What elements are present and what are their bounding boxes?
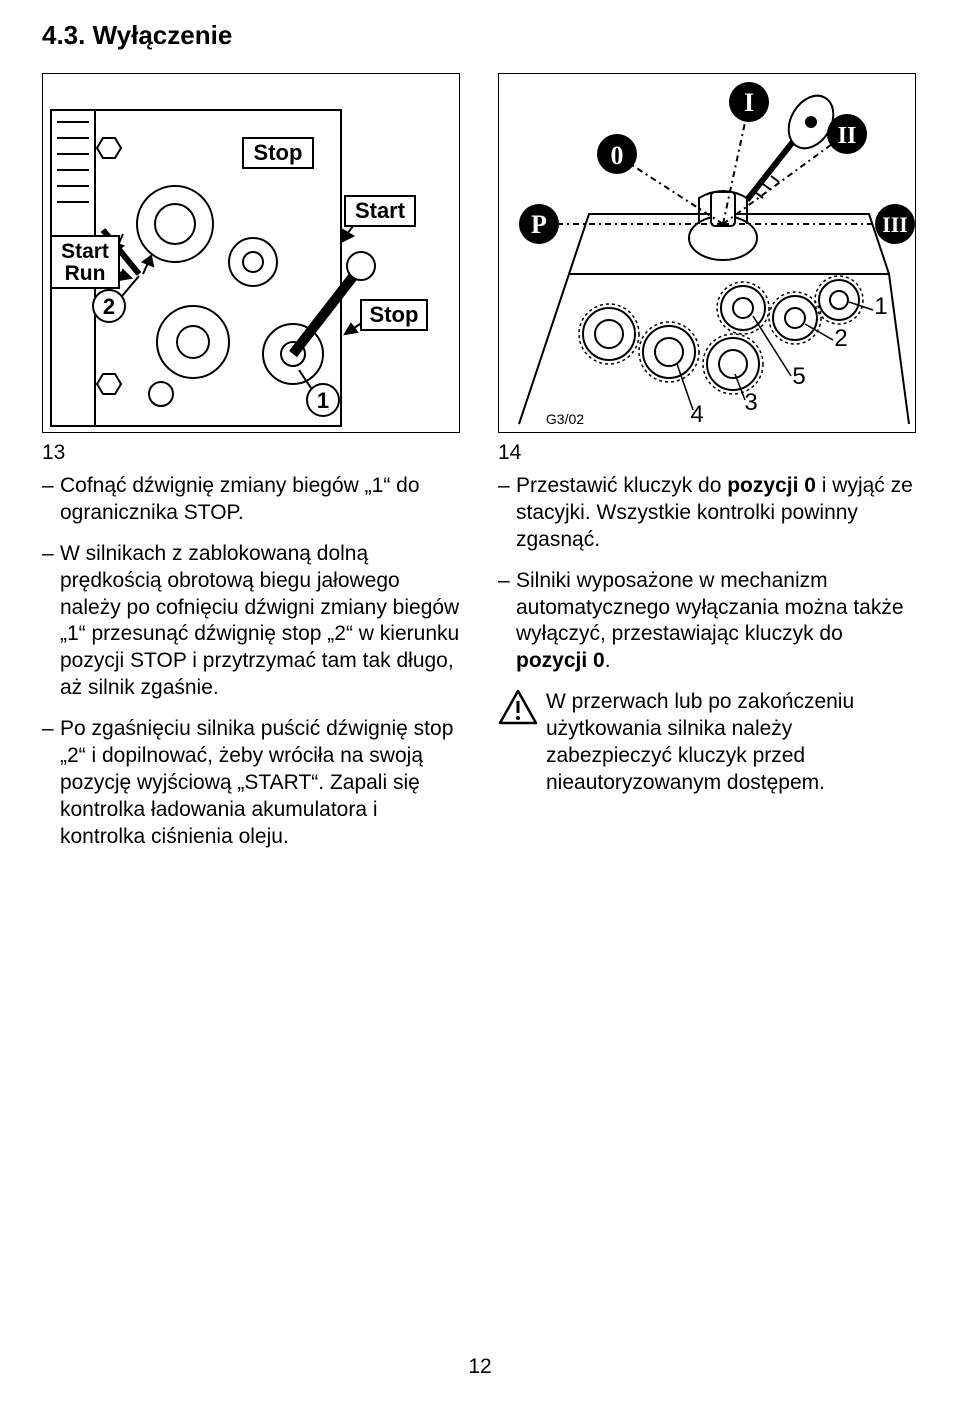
svg-text:2: 2 bbox=[103, 294, 115, 319]
dash-icon: – bbox=[498, 568, 516, 676]
warning-row: W przerwach lub po zakończeniu użytkowan… bbox=[498, 689, 916, 797]
list-item: – Cofnąć dźwignię zmiany biegów „1“ do o… bbox=[42, 473, 460, 527]
svg-text:P: P bbox=[531, 210, 547, 239]
dash-icon: – bbox=[498, 473, 516, 554]
svg-text:Start: Start bbox=[355, 198, 406, 223]
svg-text:III: III bbox=[882, 212, 908, 237]
figure-left-wrap: Stop Start Run Start Stop 2 1 13 bbox=[42, 73, 460, 465]
section-heading: 4.3. Wyłączenie bbox=[42, 20, 918, 51]
page-number: 12 bbox=[0, 1355, 960, 1379]
dash-icon: – bbox=[42, 716, 60, 850]
dash-icon: – bbox=[42, 541, 60, 702]
svg-text:1: 1 bbox=[317, 388, 329, 413]
item-text: Przestawić kluczyk do pozycji 0 i wyjąć … bbox=[516, 473, 916, 554]
text-columns: – Cofnąć dźwignię zmiany biegów „1“ do o… bbox=[42, 473, 918, 864]
svg-text:5: 5 bbox=[792, 363, 805, 390]
figure-14: P 0 I II III 1 2 5 bbox=[498, 73, 916, 433]
warning-icon bbox=[498, 689, 546, 797]
list-item: – Przestawić kluczyk do pozycji 0 i wyją… bbox=[498, 473, 916, 554]
svg-text:0: 0 bbox=[611, 141, 624, 170]
item-text: Silniki wyposażone w mechanizm automatyc… bbox=[516, 568, 916, 676]
item-text: Po zgaśnięciu silnika puścić dźwignię st… bbox=[60, 716, 460, 850]
svg-text:4: 4 bbox=[690, 401, 703, 428]
list-item: – W silnikach z zablokowaną dolną prędko… bbox=[42, 541, 460, 702]
figure-row: Stop Start Run Start Stop 2 1 13 bbox=[42, 73, 918, 465]
svg-text:II: II bbox=[838, 123, 857, 149]
svg-text:Stop: Stop bbox=[254, 140, 303, 165]
svg-text:3: 3 bbox=[744, 389, 757, 416]
figure-13: Stop Start Run Start Stop 2 1 bbox=[42, 73, 460, 433]
svg-text:2: 2 bbox=[834, 325, 847, 352]
svg-text:Run: Run bbox=[65, 262, 106, 285]
warning-text: W przerwach lub po zakończeniu użytkowan… bbox=[546, 689, 916, 797]
item-text: Cofnąć dźwignię zmiany biegów „1“ do ogr… bbox=[60, 473, 460, 527]
list-item: – Po zgaśnięciu silnika puścić dźwignię … bbox=[42, 716, 460, 850]
figure-right-wrap: P 0 I II III 1 2 5 bbox=[498, 73, 916, 465]
dash-icon: – bbox=[42, 473, 60, 527]
svg-text:G3/02: G3/02 bbox=[546, 411, 584, 427]
svg-text:I: I bbox=[744, 88, 754, 117]
svg-text:Start: Start bbox=[61, 240, 109, 263]
figure-13-number: 13 bbox=[42, 441, 460, 465]
figure-14-number: 14 bbox=[498, 441, 916, 465]
svg-text:Stop: Stop bbox=[370, 302, 419, 327]
svg-text:1: 1 bbox=[874, 293, 887, 320]
item-text: W silnikach z zablokowaną dolną prędkośc… bbox=[60, 541, 460, 702]
list-item: – Silniki wyposażone w mechanizm automat… bbox=[498, 568, 916, 676]
left-column: – Cofnąć dźwignię zmiany biegów „1“ do o… bbox=[42, 473, 460, 864]
right-column: – Przestawić kluczyk do pozycji 0 i wyją… bbox=[498, 473, 916, 864]
